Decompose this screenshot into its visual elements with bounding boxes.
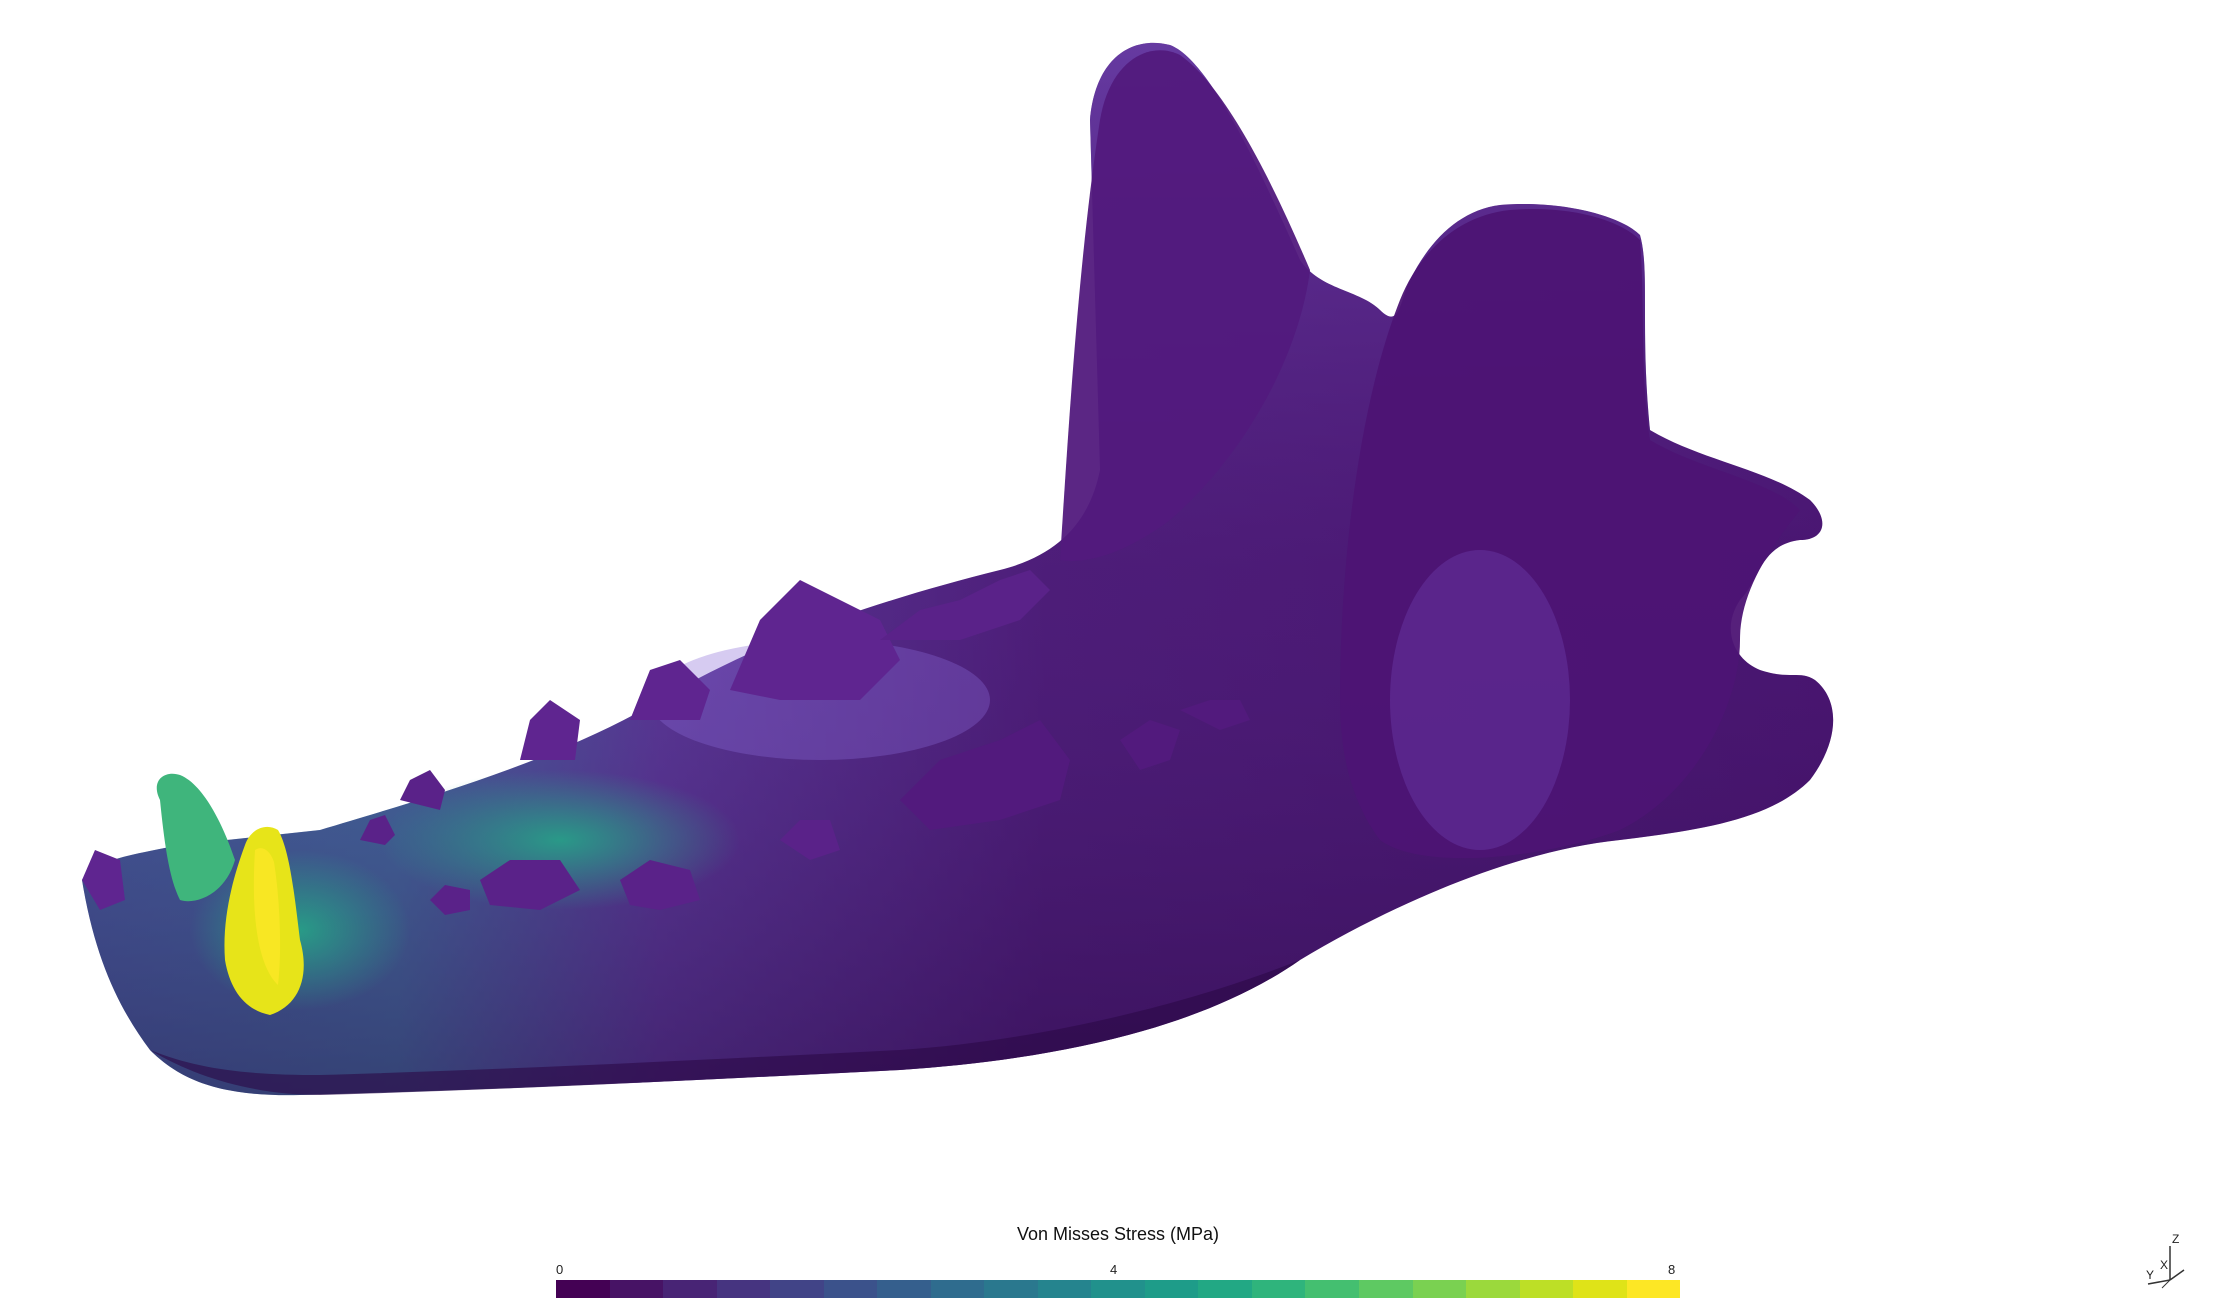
tooth (630, 660, 710, 720)
canine-tooth (156, 773, 235, 902)
colorbar-swatch (1412, 1280, 1467, 1298)
colorbar-swatch (1466, 1280, 1520, 1298)
tooth (480, 860, 580, 910)
legend-tick-mid: 4 (1110, 1262, 1118, 1277)
colorbar-swatch (1519, 1280, 1574, 1298)
axes-icon (2147, 1246, 2185, 1289)
colorbar-swatch (1091, 1280, 1145, 1298)
ramus-plate (1340, 209, 1800, 859)
axis-x-label: X (2160, 1258, 2169, 1272)
colorbar-swatch (1626, 1280, 1681, 1298)
tooth (360, 815, 395, 845)
colorbar-swatch (1144, 1280, 1199, 1298)
colorbar-swatch (984, 1280, 1038, 1298)
tooth (900, 720, 1070, 830)
tooth (430, 885, 470, 915)
incisor (82, 850, 125, 910)
tooth (400, 770, 445, 810)
tooth (1120, 720, 1180, 770)
axis-y-label: Y (2146, 1268, 2155, 1282)
mandible-underside (150, 960, 1300, 1095)
colorbar-swatch (823, 1280, 878, 1298)
colorbar-swatch (1305, 1280, 1359, 1298)
colorbar (556, 1280, 1681, 1298)
colorbar-swatch (877, 1280, 931, 1298)
colorbar-swatch (1251, 1280, 1306, 1298)
colorbar-swatch (609, 1280, 664, 1298)
ramus-highlight (1390, 550, 1570, 850)
tooth (880, 570, 1050, 640)
colorbar-swatch (716, 1280, 771, 1298)
colorbar-swatch (1358, 1280, 1413, 1298)
legend-tick-min: 0 (556, 1262, 564, 1277)
tooth (620, 860, 700, 910)
colorbar-swatch (770, 1280, 824, 1298)
canine-highlight (253, 848, 281, 985)
tooth (730, 580, 900, 700)
colorbar-swatch (1198, 1280, 1252, 1298)
orientation-axes-widget[interactable]: Z X Y (2140, 1232, 2196, 1292)
colorbar-swatch (1037, 1280, 1092, 1298)
coronoid-process (1060, 50, 1310, 561)
scalar-bar-legend: Von Misses Stress (MPa) 0 4 8 (556, 1224, 1681, 1304)
legend-title: Von Misses Stress (MPa) (1016, 1224, 1220, 1244)
colorbar-swatch (556, 1280, 610, 1298)
tooth (780, 820, 840, 860)
axis-z-label: Z (2172, 1232, 2180, 1246)
tooth (520, 700, 580, 760)
colorbar-swatch (1573, 1280, 1627, 1298)
tooth (1180, 700, 1250, 730)
legend-tick-max: 8 (1668, 1262, 1676, 1277)
colorbar-swatch (930, 1280, 985, 1298)
colorbar-swatch (663, 1280, 717, 1298)
